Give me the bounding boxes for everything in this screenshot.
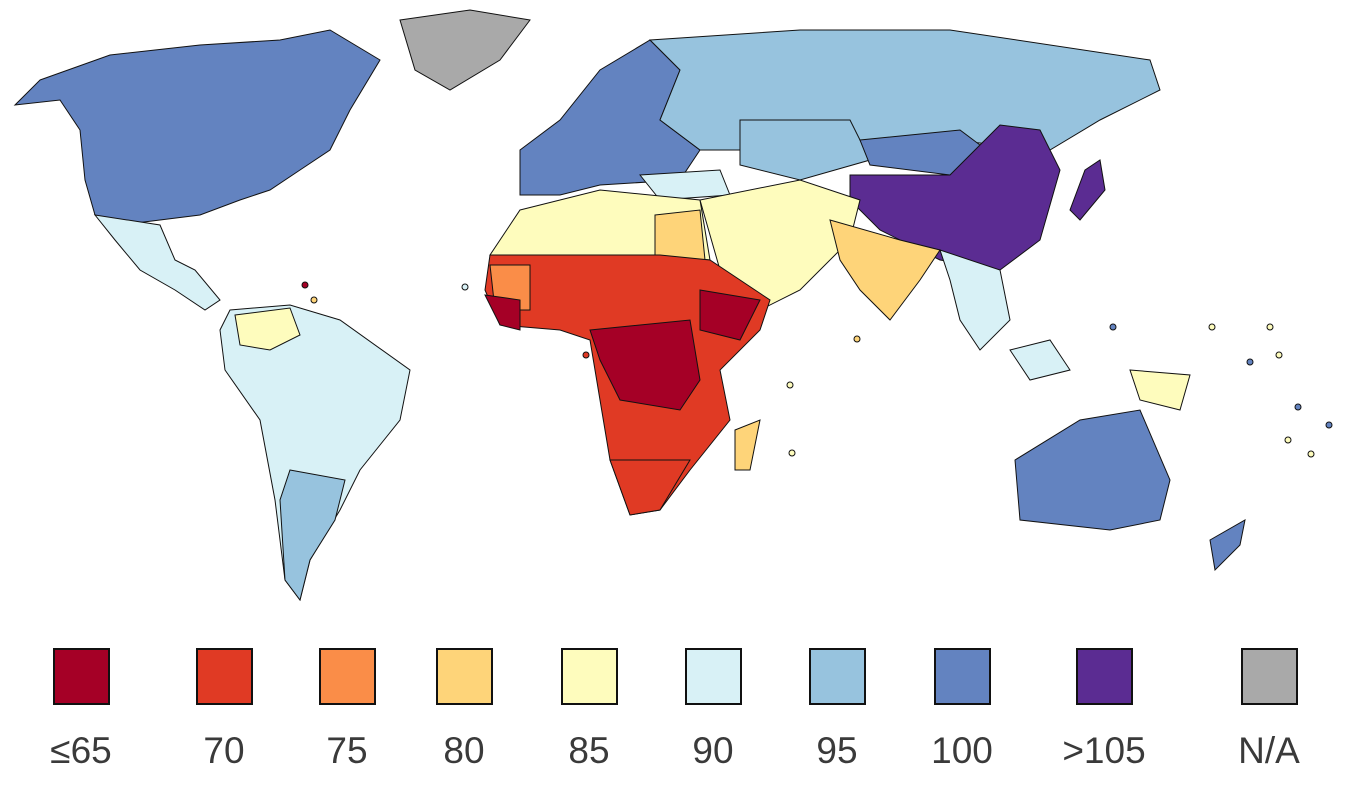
legend-label: 90 (692, 730, 734, 771)
island-marker (1325, 421, 1333, 429)
island-marker (1284, 436, 1292, 444)
region-west-coast-africa (484, 294, 521, 331)
region-russia (648, 29, 1161, 151)
region-china (849, 124, 1061, 271)
island-marker (788, 449, 796, 457)
legend-swatch (685, 648, 742, 705)
island-marker (786, 381, 794, 389)
region-north-america (13, 29, 381, 226)
legend-label: 80 (443, 730, 485, 771)
region-new-zealand (1209, 519, 1246, 572)
legend-label: 85 (568, 730, 610, 771)
legend-swatch (561, 648, 618, 705)
island-marker (310, 296, 318, 304)
island-marker (1246, 358, 1254, 366)
island-marker (1275, 351, 1283, 359)
region-argentina (279, 469, 346, 602)
region-madagascar (734, 419, 761, 471)
region-central-america (93, 214, 221, 311)
legend-swatch (1076, 648, 1133, 705)
legend-swatch (809, 648, 866, 705)
island-marker (1266, 323, 1274, 331)
legend-swatch (319, 648, 376, 705)
region-egypt (654, 209, 706, 261)
island-marker (853, 335, 861, 343)
region-papua (1129, 369, 1191, 411)
legend-label: >105 (1062, 730, 1146, 771)
legend-label: 75 (326, 730, 368, 771)
region-australia (1014, 409, 1171, 531)
legend-label: 100 (931, 730, 993, 771)
legend-swatch (196, 648, 253, 705)
legend-label: N/A (1238, 730, 1300, 771)
island-marker (582, 351, 590, 359)
island-marker (1307, 450, 1315, 458)
region-india (829, 219, 941, 321)
legend-swatch (934, 648, 991, 705)
region-indonesia (1009, 339, 1071, 381)
island-marker (1208, 323, 1216, 331)
legend-label: 70 (203, 730, 245, 771)
legend-swatch (436, 648, 493, 705)
region-greenland (399, 9, 531, 91)
legend-swatch (1241, 648, 1298, 705)
region-horn-of-africa (699, 289, 761, 341)
island-marker (1109, 323, 1117, 331)
legend-label: ≤65 (50, 730, 112, 771)
region-central-africa (589, 319, 701, 411)
region-south-america (219, 304, 411, 602)
legend-label: 95 (816, 730, 858, 771)
island-marker (1294, 403, 1302, 411)
island-marker (301, 281, 309, 289)
region-southern-africa (609, 459, 691, 516)
region-central-asia (739, 119, 871, 181)
legend-swatch (53, 648, 110, 705)
region-southeast-asia (939, 249, 1011, 351)
island-marker (461, 283, 469, 291)
world-map (13, 9, 1333, 602)
region-north-south-america (234, 307, 301, 351)
region-japan (1069, 159, 1106, 221)
